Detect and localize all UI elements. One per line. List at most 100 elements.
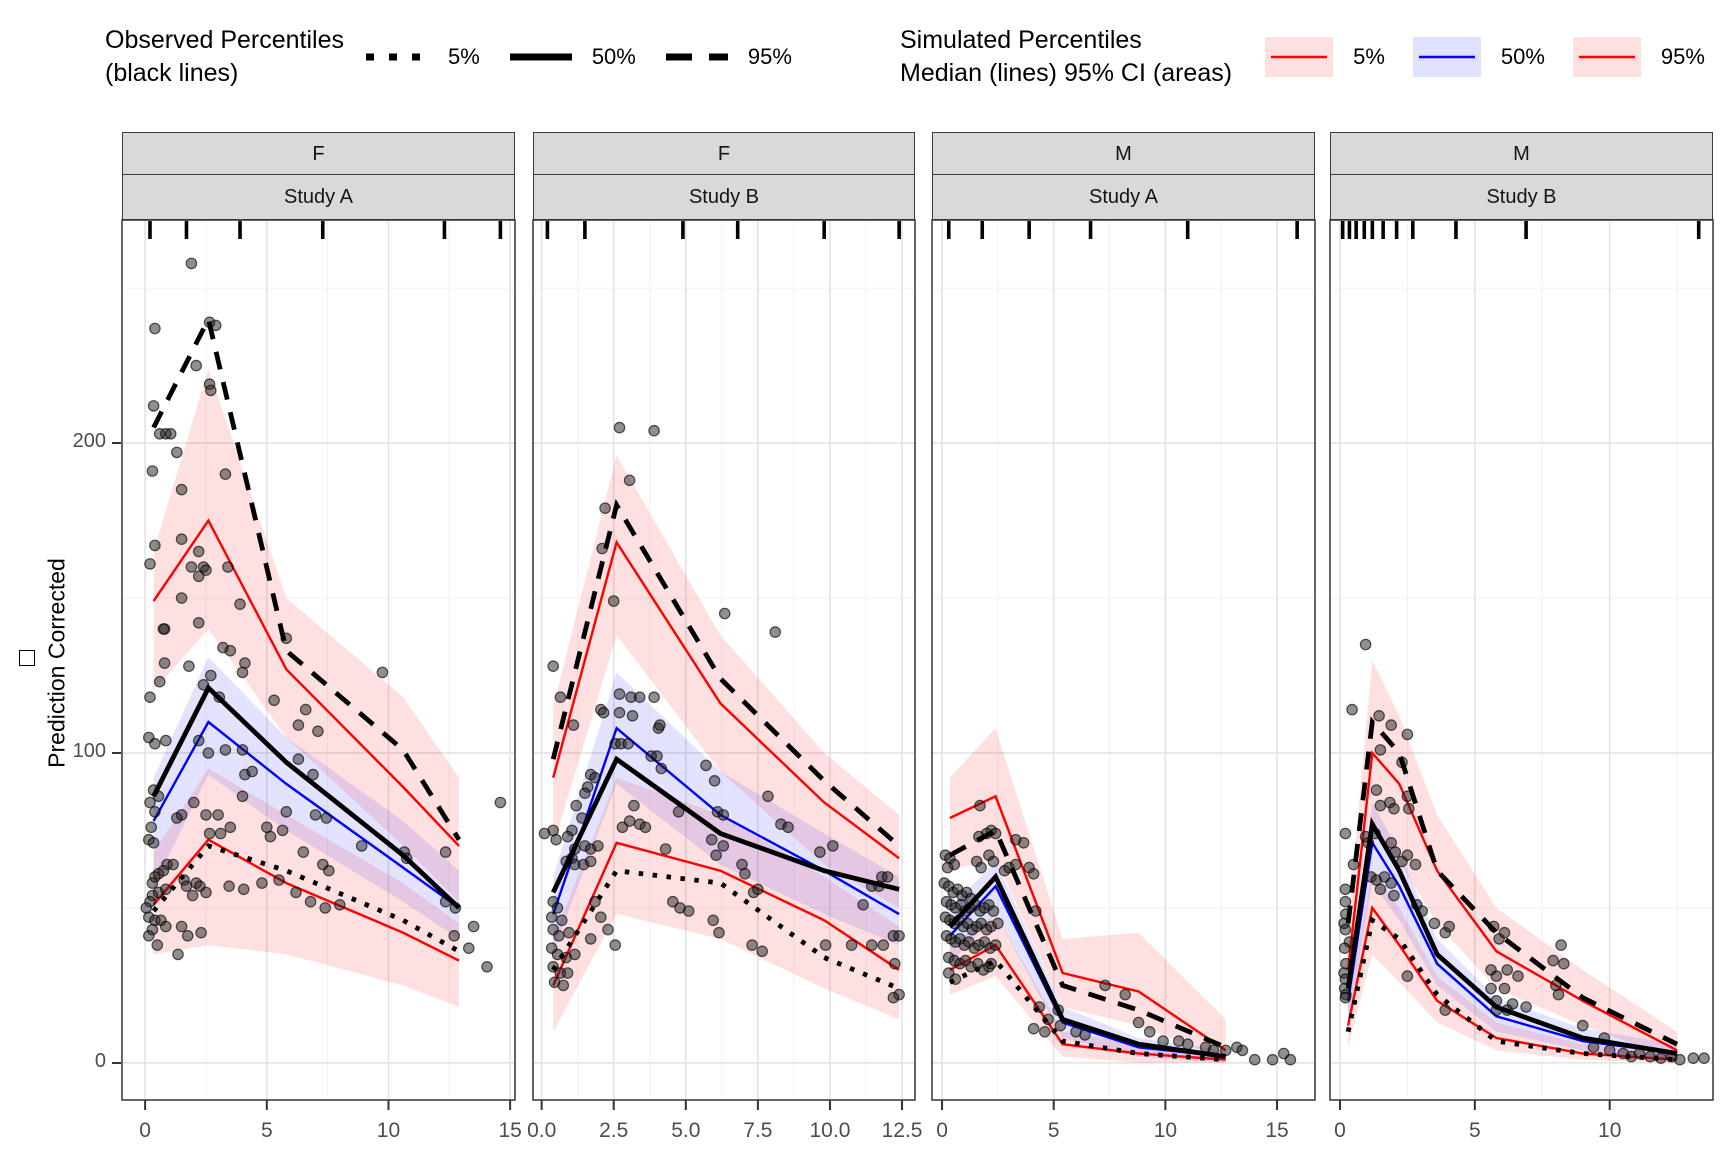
observation-point bbox=[589, 895, 601, 908]
obs5-line bbox=[948, 957, 1226, 1063]
observation-point bbox=[1490, 970, 1503, 982]
observation-point bbox=[290, 886, 302, 899]
observation-point bbox=[616, 821, 629, 834]
observation-point bbox=[672, 805, 685, 818]
observation-point bbox=[987, 855, 1000, 868]
observation-point bbox=[613, 688, 626, 700]
observation-point bbox=[448, 929, 460, 942]
observation-point bbox=[893, 929, 905, 942]
observation-point bbox=[159, 734, 172, 747]
observation-point bbox=[1373, 709, 1385, 722]
observation-point bbox=[159, 883, 172, 896]
observation-point bbox=[142, 929, 155, 942]
observation-point bbox=[881, 871, 894, 883]
y-tick-label-0: 0 bbox=[94, 1049, 106, 1072]
observation-point bbox=[1587, 1041, 1600, 1054]
observation-point bbox=[246, 765, 258, 778]
observation-point bbox=[1498, 982, 1511, 995]
observation-point bbox=[1673, 1053, 1686, 1066]
y-tick-label-100: 100 bbox=[72, 739, 106, 762]
observation-point bbox=[1339, 883, 1352, 896]
observation-point bbox=[183, 660, 195, 672]
observation-point bbox=[1443, 920, 1455, 933]
observation-point bbox=[570, 799, 582, 812]
x-tick-label: 0 bbox=[936, 1119, 948, 1142]
observation-point bbox=[1017, 836, 1030, 849]
observation-point bbox=[1547, 954, 1559, 967]
observation-point bbox=[1054, 1019, 1067, 1032]
observation-point bbox=[309, 809, 322, 821]
observation-point bbox=[888, 957, 901, 970]
y-tick-mark bbox=[112, 442, 121, 445]
sim5-ci-area bbox=[553, 777, 900, 1032]
observation-point bbox=[1339, 827, 1352, 840]
observation-point bbox=[256, 877, 268, 889]
legend-observed-title-line2: (black lines) bbox=[105, 59, 239, 87]
legend-key-observed-dashed: 95% bbox=[665, 44, 792, 70]
observation-point bbox=[188, 796, 200, 809]
x-tick-label: 0 bbox=[139, 1119, 151, 1142]
observation-point bbox=[170, 446, 183, 459]
sim5-line bbox=[152, 838, 460, 962]
legend-simulated-title-line1: Simulated Percentiles bbox=[900, 26, 1142, 54]
observation-point bbox=[819, 939, 832, 951]
observation-point bbox=[1039, 1025, 1051, 1038]
sim95-line bbox=[552, 539, 900, 860]
observation-point bbox=[467, 920, 480, 933]
panel-border bbox=[1329, 219, 1714, 1101]
observation-point bbox=[224, 821, 237, 834]
legend-key-label: 95% bbox=[747, 44, 792, 69]
facet-panel-plot-0: 0 5 10 15 bbox=[121, 219, 522, 1142]
sim5-line bbox=[1346, 904, 1678, 1061]
observation-point bbox=[1698, 1052, 1710, 1064]
observation-point bbox=[334, 898, 346, 911]
observation-point bbox=[887, 991, 900, 1004]
observation-point bbox=[145, 821, 157, 834]
observation-point bbox=[547, 660, 560, 672]
observation-point bbox=[276, 824, 289, 837]
observation-point bbox=[1603, 1044, 1616, 1057]
observation-point bbox=[717, 840, 730, 852]
obs95-line bbox=[948, 827, 1227, 1050]
observation-point bbox=[236, 744, 249, 756]
observation-point bbox=[1374, 799, 1387, 812]
observation-point bbox=[561, 967, 574, 979]
observation-point bbox=[1079, 1029, 1091, 1041]
observation-point bbox=[633, 691, 646, 703]
observation-point bbox=[1687, 1052, 1700, 1064]
observation-point bbox=[651, 750, 663, 762]
ci-area-key-icon bbox=[1265, 37, 1334, 77]
observation-point bbox=[1401, 970, 1414, 982]
x-tick-label: 5 bbox=[1469, 1119, 1481, 1142]
obs50-line bbox=[151, 683, 461, 910]
observation-point bbox=[192, 570, 205, 583]
observation-point bbox=[185, 561, 198, 573]
sim5-line bbox=[552, 841, 900, 986]
observation-point bbox=[320, 812, 333, 824]
observation-point bbox=[200, 886, 212, 899]
observation-point bbox=[622, 737, 634, 750]
observation-point bbox=[1181, 1038, 1194, 1050]
observation-point bbox=[739, 867, 751, 880]
observation-point bbox=[599, 502, 611, 514]
facet-panel-plot-2: 0 5 10 15 bbox=[931, 219, 1316, 1142]
observation-point bbox=[1374, 883, 1387, 896]
observation-point bbox=[224, 644, 237, 657]
observation-point bbox=[563, 926, 575, 939]
x-tick-label: 2.5 bbox=[599, 1119, 628, 1142]
observation-point bbox=[1388, 802, 1400, 815]
observation-point bbox=[1576, 1019, 1589, 1032]
observation-point bbox=[212, 809, 224, 821]
y-axis-title: Prediction Corrected bbox=[43, 558, 70, 768]
observation-point bbox=[268, 694, 280, 707]
observation-point bbox=[974, 799, 986, 812]
sim5-line bbox=[949, 943, 1226, 1061]
sim5-ci-area bbox=[1348, 870, 1678, 1063]
observation-point bbox=[1401, 849, 1414, 861]
observation-point bbox=[710, 849, 722, 861]
x-tick-label: 10 bbox=[1154, 1119, 1177, 1142]
legend-key-label: 50% bbox=[1500, 44, 1545, 69]
observation-point bbox=[655, 762, 668, 775]
observation-point bbox=[1555, 939, 1567, 951]
observation-point bbox=[175, 483, 188, 496]
